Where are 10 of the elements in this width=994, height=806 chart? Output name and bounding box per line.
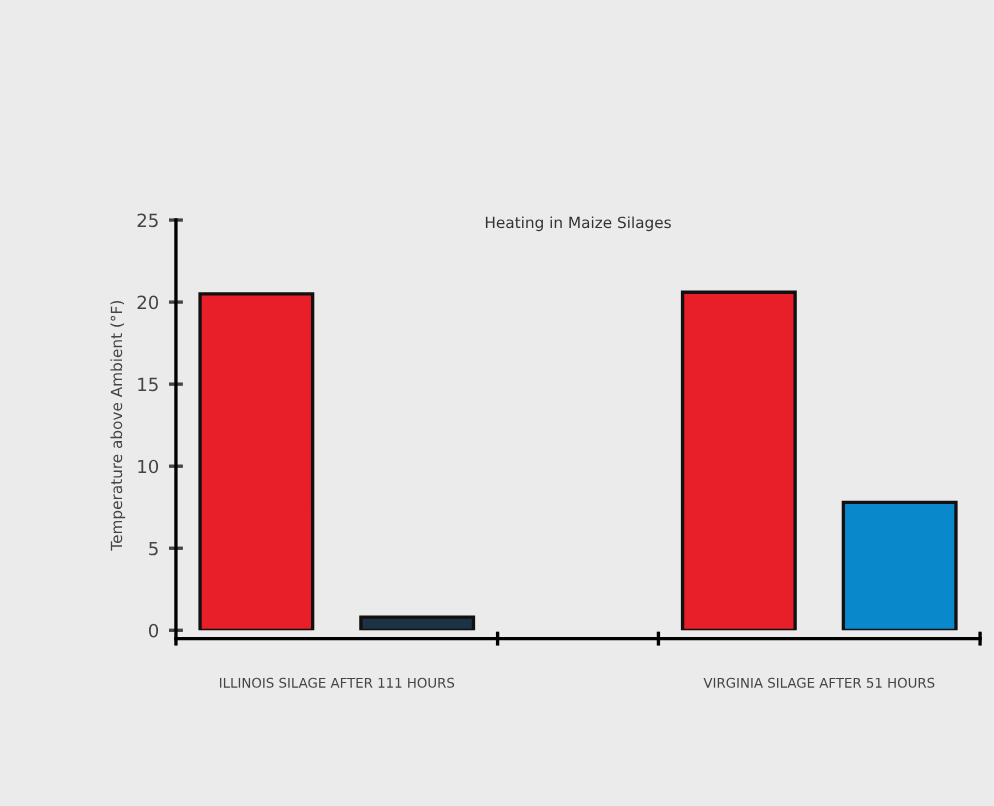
bar: [198, 292, 315, 631]
bar: [680, 290, 797, 631]
bar: [359, 615, 476, 631]
bar: [841, 500, 958, 631]
y-tick-label: 25: [137, 213, 158, 228]
y-tick-label: 20: [137, 295, 159, 310]
y-tick-label: 15: [138, 377, 158, 392]
y-tick-label: 10: [138, 459, 159, 474]
y-tick-label: 0: [148, 623, 159, 638]
y-tick-label: 5: [149, 541, 158, 556]
